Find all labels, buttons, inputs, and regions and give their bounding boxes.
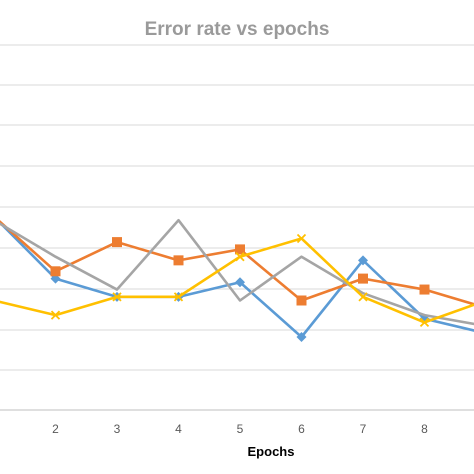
series-group [0, 218, 474, 342]
data-point-x [50, 310, 61, 320]
x-tick-labels: 2 3 4 5 6 7 8 [52, 422, 428, 436]
data-point-diamond [358, 255, 368, 266]
series-1 [0, 220, 474, 342]
data-point-square [296, 295, 307, 306]
chart-title: Error rate vs epochs [145, 19, 330, 40]
data-point-x [419, 317, 430, 328]
series-4 [0, 233, 474, 328]
series-line [0, 220, 474, 306]
x-tick-label: 3 [114, 422, 121, 436]
data-point-square [112, 237, 122, 248]
data-point-x [173, 292, 184, 302]
series-line [0, 218, 474, 326]
data-point-x [235, 252, 245, 262]
x-tick-label: 6 [298, 422, 305, 436]
data-point-square [358, 273, 368, 284]
x-axis-label: Epochs [248, 444, 295, 459]
x-tick-label: 5 [237, 422, 244, 436]
data-point-diamond [235, 277, 245, 288]
data-point-diamond [296, 332, 307, 342]
x-tick-label: 7 [360, 422, 367, 436]
data-point-square [50, 266, 61, 277]
series-line [0, 220, 474, 339]
series-2 [0, 220, 474, 306]
data-point-square [235, 244, 245, 255]
series-3 [0, 218, 474, 326]
data-point-square [419, 284, 430, 295]
data-point-x [112, 292, 122, 302]
data-point-x [296, 233, 307, 244]
x-tick-label: 4 [175, 422, 182, 436]
gridlines [0, 44, 474, 411]
x-tick-label: 2 [52, 422, 59, 436]
x-tick-label: 8 [421, 422, 428, 436]
data-point-x [358, 292, 368, 302]
data-point-square [173, 255, 184, 266]
